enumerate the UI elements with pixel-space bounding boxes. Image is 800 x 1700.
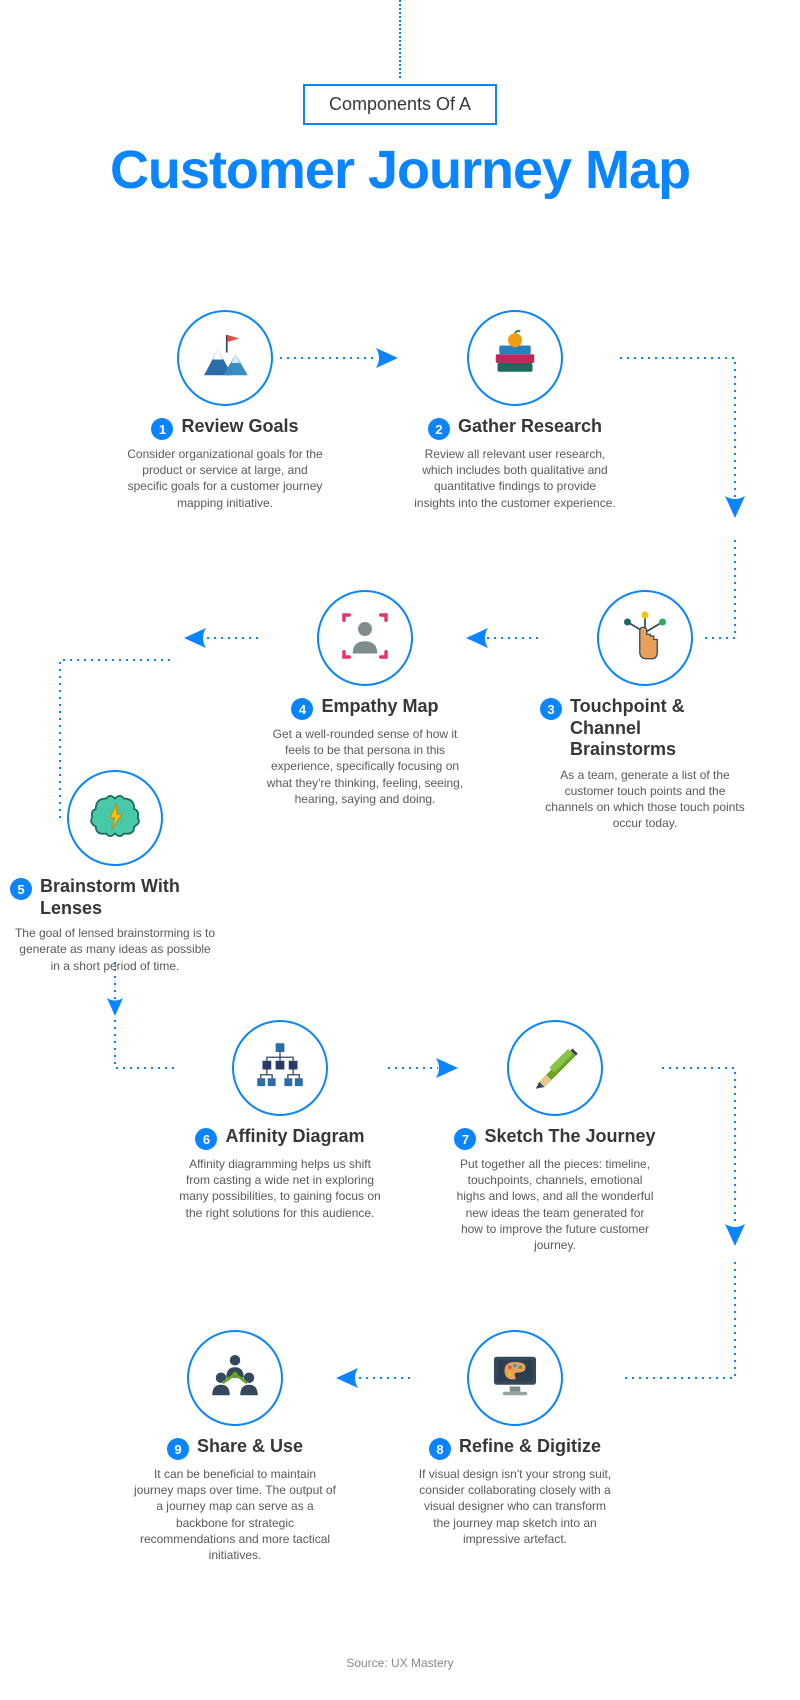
brain-bolt-icon bbox=[87, 788, 143, 849]
step-1-desc: Consider organizational goals for the pr… bbox=[120, 446, 330, 511]
step-4-icon-circle bbox=[317, 590, 413, 686]
step-7-desc: Put together all the pieces: timeline, t… bbox=[450, 1156, 660, 1253]
monitor-palette-icon bbox=[487, 1348, 543, 1409]
step-5-number: 5 bbox=[10, 878, 32, 900]
step-2-head: 2 Gather Research bbox=[410, 416, 620, 440]
step-2-desc: Review all relevant user research, which… bbox=[410, 446, 620, 511]
step-2-number: 2 bbox=[428, 418, 450, 440]
step-3-head: 3 Touchpoint & Channel Brainstorms bbox=[540, 696, 750, 761]
step-6-head: 6 Affinity Diagram bbox=[175, 1126, 385, 1150]
step-4-head: 4 Empathy Map bbox=[260, 696, 470, 720]
step-3-icon-circle bbox=[597, 590, 693, 686]
people-share-icon bbox=[207, 1348, 263, 1409]
step-1-title: Review Goals bbox=[181, 416, 298, 438]
step-8: 8 Refine & Digitize If visual design isn… bbox=[410, 1330, 620, 1547]
step-9-title: Share & Use bbox=[197, 1436, 303, 1458]
header: Components Of A Customer Journey Map bbox=[0, 0, 800, 201]
step-5-head: 5 Brainstorm With Lenses bbox=[10, 876, 220, 919]
main-title: Customer Journey Map bbox=[0, 139, 800, 201]
step-1-number: 1 bbox=[151, 418, 173, 440]
step-8-number: 8 bbox=[429, 1438, 451, 1460]
step-8-head: 8 Refine & Digitize bbox=[410, 1436, 620, 1460]
header-dotted-line bbox=[399, 0, 401, 78]
step-8-desc: If visual design isn't your strong suit,… bbox=[410, 1466, 620, 1547]
step-1-head: 1 Review Goals bbox=[120, 416, 330, 440]
mountain-flag-icon bbox=[197, 328, 253, 389]
step-7: 7 Sketch The Journey Put together all th… bbox=[450, 1020, 660, 1253]
step-3-number: 3 bbox=[540, 698, 562, 720]
source-text: Source: UX Mastery bbox=[0, 1656, 800, 1670]
step-3-desc: As a team, generate a list of the custom… bbox=[540, 767, 750, 832]
step-3-title: Touchpoint & Channel Brainstorms bbox=[570, 696, 750, 761]
step-1-icon-circle bbox=[177, 310, 273, 406]
step-4-desc: Get a well-rounded sense of how it feels… bbox=[260, 726, 470, 807]
books-apple-icon bbox=[487, 328, 543, 389]
step-9-desc: It can be beneficial to maintain journey… bbox=[130, 1466, 340, 1563]
step-6-number: 6 bbox=[195, 1128, 217, 1150]
step-2: 2 Gather Research Review all relevant us… bbox=[410, 310, 620, 511]
step-6-desc: Affinity diagramming helps us shift from… bbox=[175, 1156, 385, 1221]
step-7-number: 7 bbox=[454, 1128, 476, 1150]
step-7-title: Sketch The Journey bbox=[484, 1126, 655, 1148]
step-2-icon-circle bbox=[467, 310, 563, 406]
step-4-number: 4 bbox=[291, 698, 313, 720]
step-8-icon-circle bbox=[467, 1330, 563, 1426]
step-5-icon-circle bbox=[67, 770, 163, 866]
pre-title: Components Of A bbox=[303, 84, 497, 125]
step-5-title: Brainstorm With Lenses bbox=[40, 876, 220, 919]
step-3: 3 Touchpoint & Channel Brainstorms As a … bbox=[540, 590, 750, 832]
step-8-title: Refine & Digitize bbox=[459, 1436, 601, 1458]
step-6-title: Affinity Diagram bbox=[225, 1126, 364, 1148]
step-6: 6 Affinity Diagram Affinity diagramming … bbox=[175, 1020, 385, 1221]
infographic-canvas: Components Of A Customer Journey Map bbox=[0, 0, 800, 1700]
step-9-head: 9 Share & Use bbox=[130, 1436, 340, 1460]
step-7-icon-circle bbox=[507, 1020, 603, 1116]
step-7-head: 7 Sketch The Journey bbox=[450, 1126, 660, 1150]
step-5-desc: The goal of lensed brainstorming is to g… bbox=[10, 925, 220, 974]
step-4: 4 Empathy Map Get a well-rounded sense o… bbox=[260, 590, 470, 807]
step-1: 1 Review Goals Consider organizational g… bbox=[120, 310, 330, 511]
touchpoint-hand-icon bbox=[617, 608, 673, 669]
step-4-title: Empathy Map bbox=[321, 696, 438, 718]
org-chart-icon bbox=[252, 1038, 308, 1099]
pencil-icon bbox=[527, 1038, 583, 1099]
step-2-title: Gather Research bbox=[458, 416, 602, 438]
step-6-icon-circle bbox=[232, 1020, 328, 1116]
step-9-icon-circle bbox=[187, 1330, 283, 1426]
step-9: 9 Share & Use It can be beneficial to ma… bbox=[130, 1330, 340, 1563]
step-9-number: 9 bbox=[167, 1438, 189, 1460]
person-focus-icon bbox=[337, 608, 393, 669]
step-5: 5 Brainstorm With Lenses The goal of len… bbox=[10, 770, 220, 974]
